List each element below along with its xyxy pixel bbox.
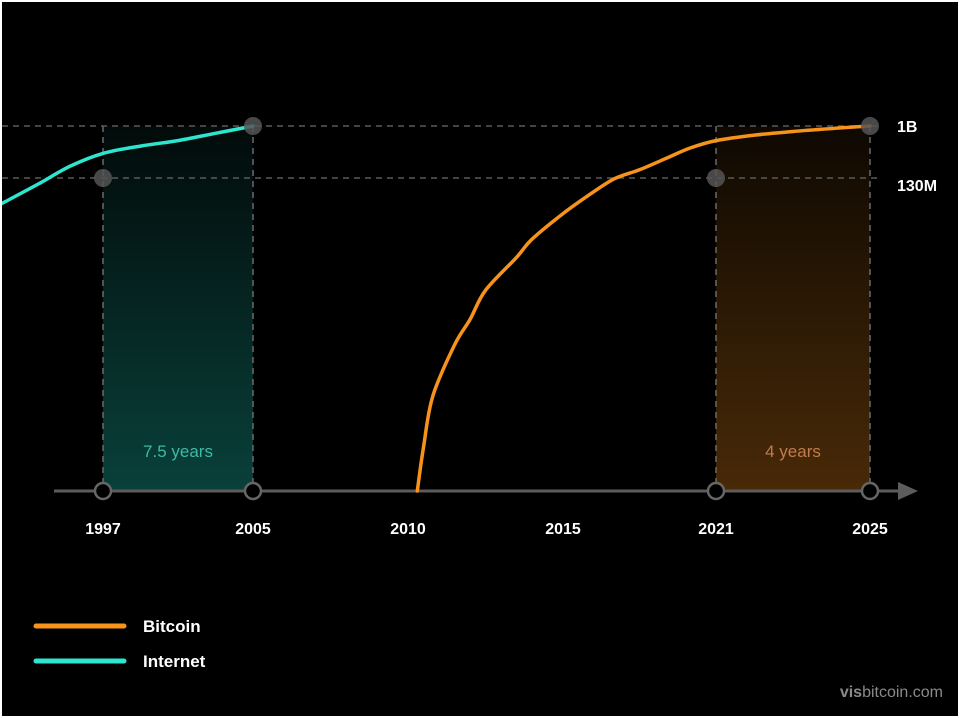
axis-marker-2005: [243, 481, 263, 501]
x-tick-1997: 1997: [85, 521, 121, 538]
axis-marker-2025: [860, 481, 880, 501]
x-tick-2025: 2025: [852, 521, 888, 538]
legend: Bitcoin Internet: [33, 617, 206, 671]
crossing-marker-2025: [861, 117, 879, 135]
x-tick-2021: 2021: [698, 521, 734, 538]
band-label-internet: 7.5 years: [143, 442, 213, 461]
series-line-bitcoin: [415, 124, 872, 493]
band-internet: [103, 126, 253, 491]
legend-label-bitcoin: Bitcoin: [143, 617, 201, 636]
series-line-internet: [2, 124, 255, 206]
legend-label-internet: Internet: [143, 652, 206, 671]
crossing-marker-2021: [707, 169, 725, 187]
x-tick-2015: 2015: [545, 521, 581, 538]
y-label-130m: 130M: [897, 178, 937, 195]
crossing-marker-1997: [94, 169, 112, 187]
y-label-1b: 1B: [897, 119, 917, 136]
x-axis-arrow: [898, 482, 918, 500]
band-bitcoin: [716, 126, 870, 491]
x-tick-2010: 2010: [390, 521, 426, 538]
x-tick-2005: 2005: [235, 521, 271, 538]
band-label-bitcoin: 4 years: [765, 442, 821, 461]
crossing-marker-2005: [244, 117, 262, 135]
watermark: visbitcoin.com: [840, 684, 943, 701]
axis-marker-1997: [93, 481, 113, 501]
axis-marker-2021: [706, 481, 726, 501]
